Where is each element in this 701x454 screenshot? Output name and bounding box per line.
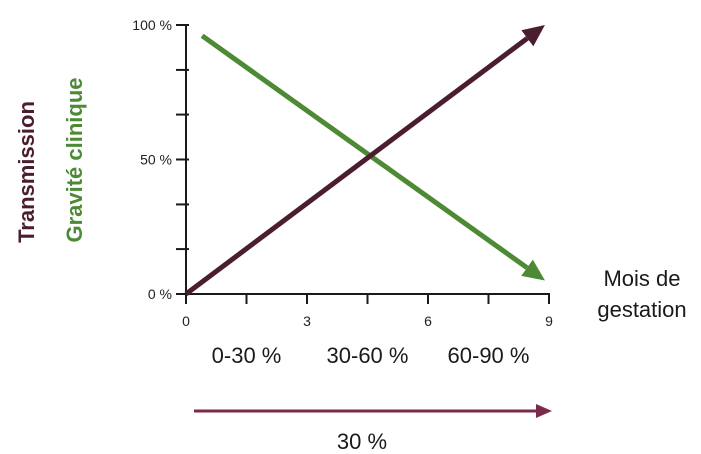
series-line-gravite [200, 33, 529, 270]
x-axis-title-line-1: Mois de [603, 266, 680, 291]
bottom-arrow-head [536, 404, 552, 418]
series-line-transmission [184, 36, 529, 297]
y-tick-label: 0 % [148, 286, 172, 302]
trimester-label: 30-60 % [327, 343, 409, 368]
bottom-arrow: 30 % [194, 404, 552, 454]
series-arrowhead-gravite [521, 259, 545, 281]
series-layer [184, 25, 545, 297]
trimester-label: 0-30 % [212, 343, 282, 368]
bottom-arrow-label: 30 % [337, 429, 387, 454]
y-tick-label: 100 % [132, 17, 172, 33]
x-tick-label: 0 [182, 313, 190, 329]
legend-gravite-label: Gravité clinique [62, 77, 87, 242]
x-tick-label: 9 [545, 313, 553, 329]
trimester-labels: 0-30 % 30-60 % 60-90 % [212, 343, 530, 368]
trimester-label: 60-90 % [448, 343, 530, 368]
series-arrowhead-transmission [521, 25, 545, 47]
x-tick-label: 6 [424, 313, 432, 329]
x-axis-title: Mois de gestation [597, 266, 686, 322]
x-ticks: 0 3 6 9 [182, 293, 553, 329]
x-tick-label: 3 [303, 313, 311, 329]
y-ticks: 100 % 50 % 0 % [132, 17, 189, 302]
x-axis-title-line-2: gestation [597, 297, 686, 322]
y-tick-label: 50 % [140, 152, 172, 168]
legend-transmission-label: Transmission [14, 101, 39, 243]
legend: Transmission Gravité clinique [14, 77, 87, 242]
